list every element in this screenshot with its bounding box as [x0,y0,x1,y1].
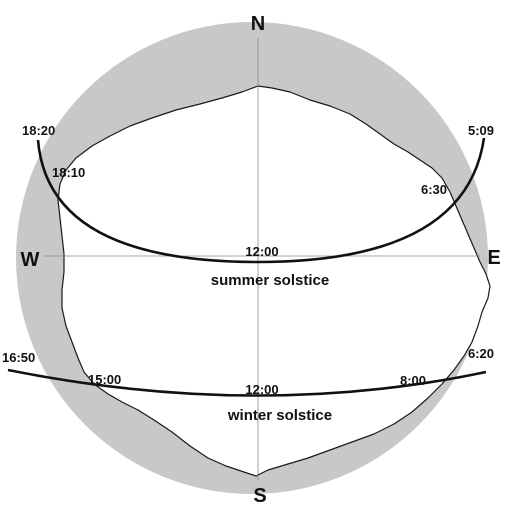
visible-sky-region [57,85,491,477]
winter-solstice-label: winter solstice [227,407,332,424]
winter-enter-time: 15:00 [88,372,121,387]
winter-sunrise-time: 6:20 [468,346,494,361]
summer-sunset-time: 18:20 [22,123,55,138]
north-label: N [251,13,265,35]
winter-exit-time: 8:00 [400,373,426,388]
summer-exit-time: 6:30 [421,182,447,197]
winter-solstice-sun-path [7,368,487,397]
summer-solstice-label: summer solstice [211,272,329,289]
summer-enter-time: 18:10 [52,165,85,180]
summer-solstice-sun-path [36,137,486,264]
east-label: E [487,247,500,269]
summer-noon-time: 12:00 [245,244,278,259]
winter-sunset-time: 16:50 [2,350,35,365]
west-label: W [21,249,40,271]
winter-noon-time: 12:00 [245,382,278,397]
summer-sunrise-time: 5:09 [468,123,494,138]
south-label: S [253,485,266,507]
